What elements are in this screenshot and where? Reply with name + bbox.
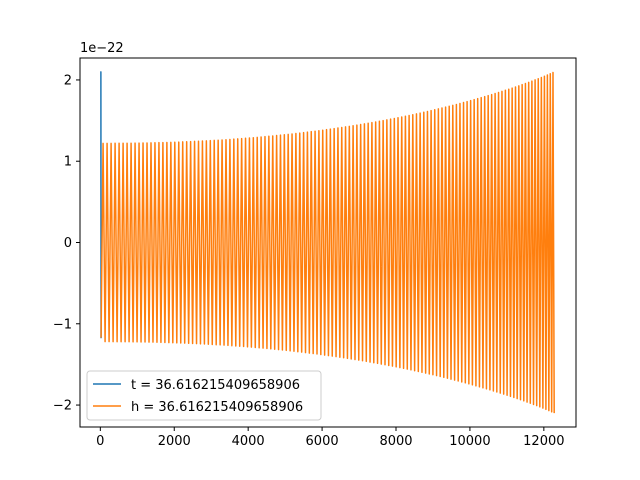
x-tick-label: 0 — [96, 434, 104, 449]
legend-label-h: h = 36.616215409658906 — [131, 400, 303, 415]
x-tick-label: 6000 — [306, 434, 339, 449]
x-tick-label: 4000 — [232, 434, 265, 449]
y-axis: −2 −1 0 1 2 — [53, 73, 80, 414]
y-offset-label: 1e−22 — [80, 41, 124, 56]
y-tick-label: −2 — [53, 399, 72, 414]
x-tick-label: 10000 — [449, 434, 490, 449]
legend-label-t: t = 36.616215409658906 — [131, 378, 300, 393]
x-axis: 0 2000 4000 6000 8000 10000 12000 — [96, 427, 565, 449]
y-tick-label: −1 — [53, 317, 72, 332]
series-layer — [100, 71, 555, 414]
legend-box — [86, 370, 322, 421]
x-tick-label: 12000 — [523, 434, 564, 449]
y-tick-label: 0 — [64, 236, 72, 251]
legend: t = 36.616215409658906 h = 36.6162154096… — [86, 370, 322, 421]
x-tick-label: 8000 — [379, 434, 412, 449]
series-line-h — [100, 71, 555, 414]
x-tick-label: 2000 — [158, 434, 191, 449]
y-tick-label: 1 — [64, 155, 72, 170]
y-tick-label: 2 — [64, 73, 72, 88]
